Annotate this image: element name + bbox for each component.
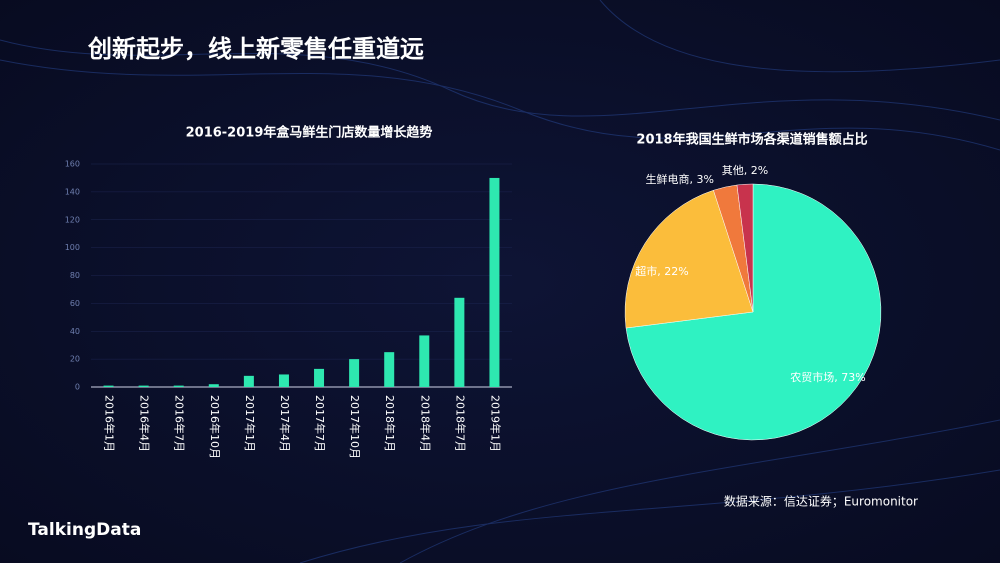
x-tick-label: 2016年1月: [103, 395, 117, 452]
bar-chart-title: 2016-2019年盒马鲜生门店数量增长趋势: [186, 125, 433, 141]
x-tick-label: 2018年1月: [383, 395, 397, 452]
y-tick-label: 160: [65, 160, 80, 169]
bar: [384, 352, 395, 387]
y-tick-label: 80: [70, 271, 80, 280]
slide-title: 创新起步，线上新零售任重道远: [87, 35, 424, 63]
bar: [103, 385, 114, 387]
x-tick-label: 2016年4月: [138, 395, 152, 452]
pie-slice: [624, 189, 754, 329]
bar-chart: 0 20 40 60 80 100 120 140 160 2016年1月 2016年4月 2016年…: [65, 160, 512, 459]
y-tick-label: 140: [65, 187, 80, 196]
pie-slice: [625, 183, 882, 441]
y-tick-label: 0: [75, 383, 80, 392]
y-tick-label: 100: [65, 243, 80, 252]
x-tick-label: 2017年10月: [348, 395, 362, 459]
pie-slice: [736, 183, 754, 313]
x-tick-label: 2019年1月: [488, 395, 502, 452]
bar: [138, 385, 149, 387]
pie-chart: 农贸市场, 73% 超市, 22% 生鲜电商, 3% 其他, 2%: [624, 164, 882, 441]
y-tick-label: 20: [70, 355, 80, 364]
bar: [349, 359, 360, 387]
slice-label: 生鲜电商, 3%: [646, 172, 714, 186]
y-tick-label: 60: [70, 299, 80, 308]
y-tick-label: 120: [65, 215, 80, 224]
pie-chart-title: 2018年我国生鲜市场各渠道销售额占比: [636, 132, 867, 148]
bar: [489, 177, 500, 387]
source-note: 数据来源：信达证券；Euromonitor: [724, 494, 918, 509]
slice-label: 其他, 2%: [722, 164, 768, 177]
x-tick-label: 2016年7月: [173, 395, 187, 452]
bar: [278, 374, 289, 387]
logo: TalkingData: [28, 520, 141, 540]
bar: [173, 385, 184, 387]
bar: [314, 368, 325, 387]
slice-label: 农贸市场, 73%: [790, 370, 865, 384]
y-tick-label: 40: [70, 327, 80, 336]
x-tick-label: 2016年10月: [208, 395, 222, 459]
bar: [243, 375, 254, 387]
slice-label: 超市, 22%: [635, 264, 688, 278]
bar: [454, 297, 465, 387]
x-tick-label: 2017年1月: [243, 395, 257, 452]
x-tick-label: 2017年7月: [313, 395, 327, 452]
bar: [419, 335, 430, 387]
x-tick-label: 2018年7月: [453, 395, 467, 452]
x-tick-label: 2018年4月: [418, 395, 432, 452]
bar: [208, 384, 219, 387]
x-tick-label: 2017年4月: [278, 395, 292, 452]
